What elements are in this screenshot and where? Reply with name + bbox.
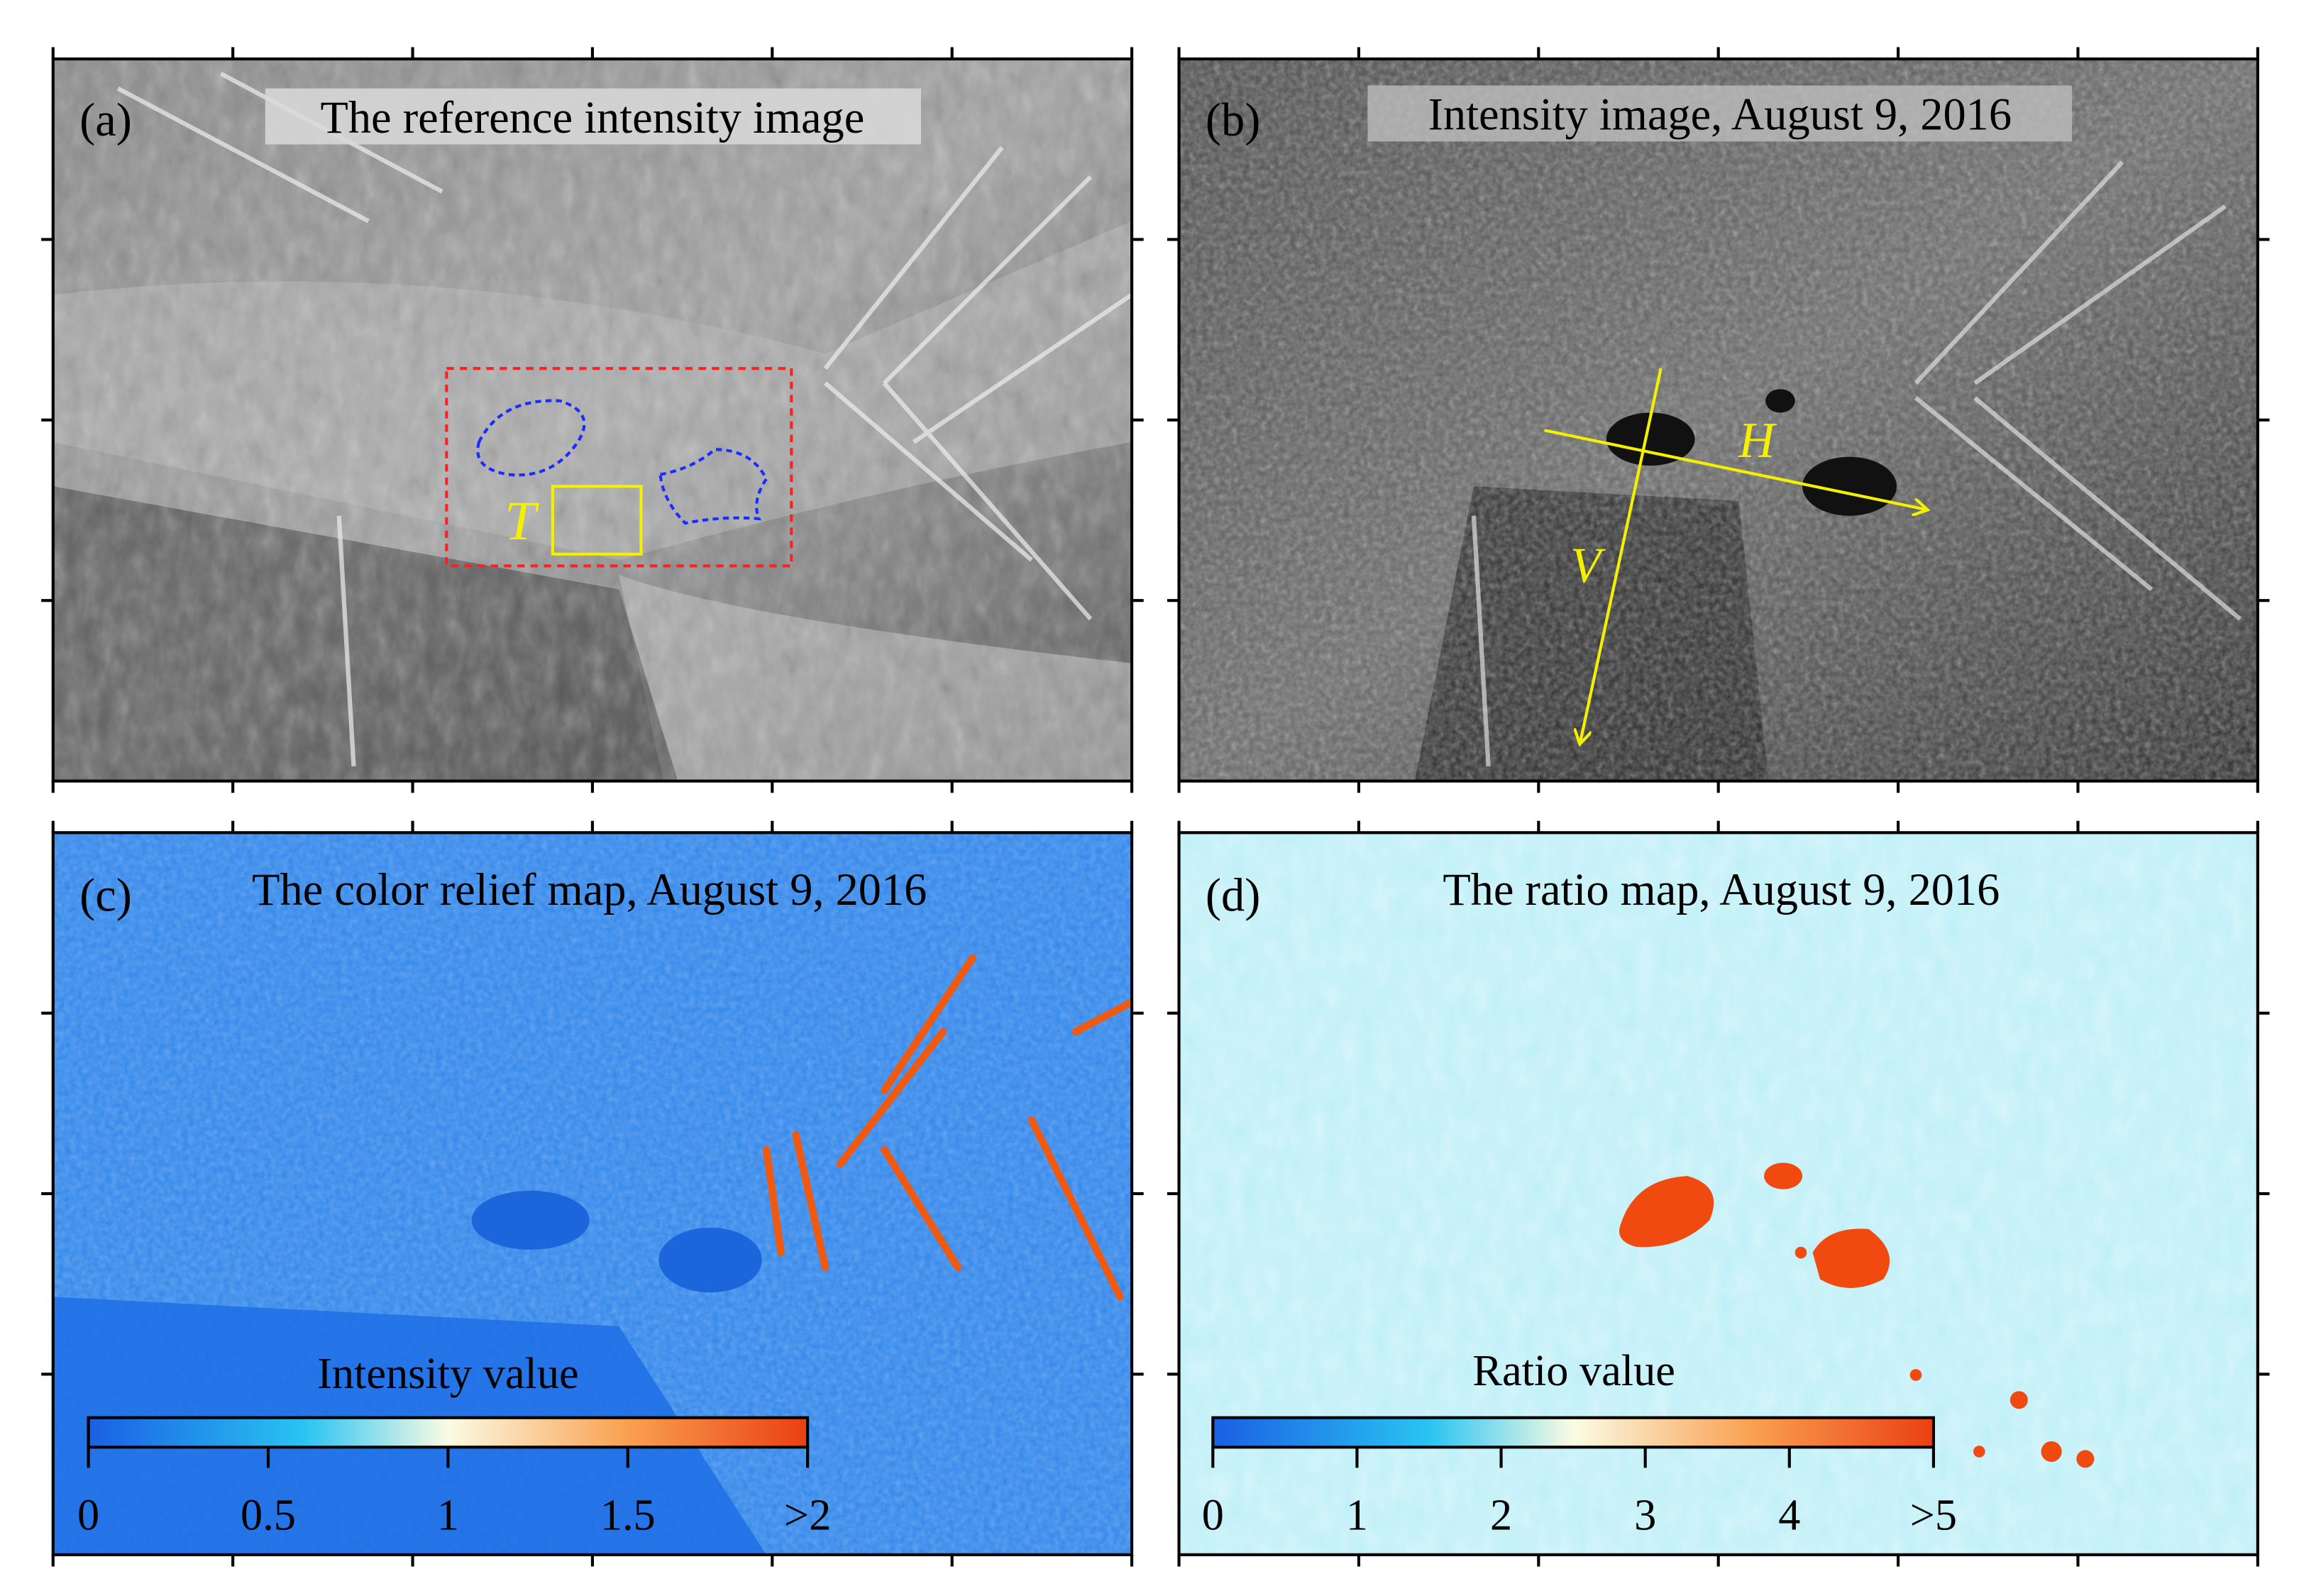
colorbar-tick-label: 1 (1346, 1491, 1368, 1540)
panel-label: (b) (1206, 94, 1260, 146)
panel-a-image (53, 59, 1132, 781)
panel-label: (a) (79, 94, 132, 146)
annotation: V (1570, 538, 1606, 593)
outline (476, 399, 586, 477)
colorbar (1211, 1416, 1935, 1449)
colorbar-tick-label: >5 (1910, 1491, 1957, 1540)
panel-b-image (1179, 59, 2258, 781)
title-bg (1367, 85, 2073, 142)
profile-line (1579, 368, 1663, 744)
panel-title: The ratio map, August 9, 2016 (1443, 864, 2000, 915)
colorbar-tick-label: 3 (1634, 1491, 1656, 1540)
region-box (445, 367, 793, 568)
colorbar-tick-label: 1.5 (600, 1491, 656, 1540)
colorbar-tick-label: 2 (1490, 1491, 1512, 1540)
outline (658, 448, 768, 525)
panel-title: Intensity image, August 9, 2016 (1428, 89, 2012, 140)
profile-line (1544, 429, 1928, 510)
colorbar-title: Ratio value (1472, 1346, 1675, 1395)
colorbar-tick-label: 0.5 (241, 1491, 296, 1540)
target-box (551, 485, 643, 556)
panel-title: The color relief map, August 9, 2016 (252, 864, 927, 915)
panel-label: (c) (79, 869, 132, 921)
title-bg (265, 88, 922, 145)
colorbar (87, 1416, 810, 1449)
frames (41, 47, 2270, 1567)
colorbar-tick-label: 1 (437, 1491, 459, 1540)
colorbar-tick-label: >2 (784, 1491, 831, 1540)
colorbar-tick-label: 0 (1202, 1491, 1224, 1540)
colorbar-tick-label: 0 (77, 1491, 99, 1540)
panel-label: (d) (1206, 869, 1260, 921)
colorbar-title: Intensity value (317, 1349, 579, 1398)
annotation: H (1738, 413, 1777, 468)
colorbar-tick-label: 4 (1778, 1491, 1800, 1540)
panel-title: The reference intensity image (321, 92, 865, 143)
annotation: T (505, 490, 539, 552)
